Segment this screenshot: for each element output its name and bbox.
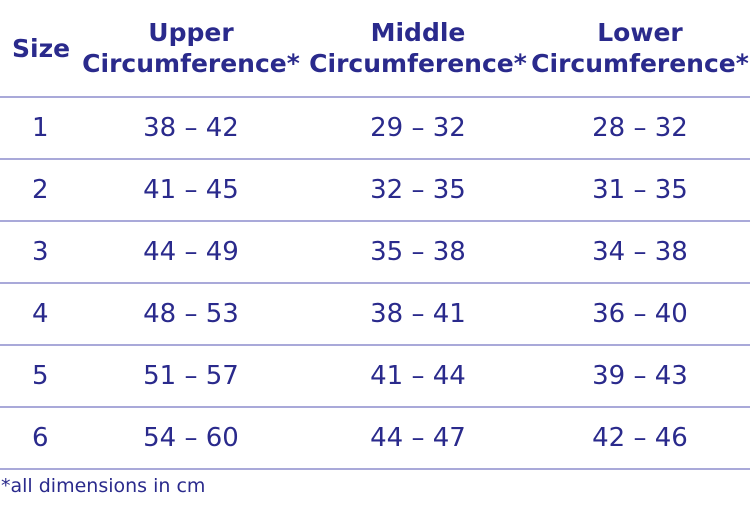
size-cell: 1: [0, 97, 76, 160]
header-lower-circumference: Lower Circumference*: [530, 0, 750, 98]
header-upper-line2: Circumference*: [82, 49, 300, 78]
middle-cell: 38 – 41: [306, 283, 530, 346]
header-size: Size: [0, 0, 76, 98]
size-cell: 4: [0, 283, 76, 346]
table-row: 6 54 – 60 44 – 47 42 – 46: [0, 407, 750, 470]
upper-cell: 51 – 57: [76, 345, 306, 408]
table-row: 5 51 – 57 41 – 44 39 – 43: [0, 345, 750, 408]
size-cell: 6: [0, 407, 76, 470]
header-lower-line1: Lower: [597, 18, 683, 47]
lower-cell: 36 – 40: [530, 283, 750, 346]
lower-cell: 31 – 35: [530, 159, 750, 222]
upper-cell: 48 – 53: [76, 283, 306, 346]
header-upper-line1: Upper: [148, 18, 234, 47]
upper-cell: 54 – 60: [76, 407, 306, 470]
size-chart-table: Size Upper Circumference* Middle Circumf…: [0, 0, 750, 470]
size-cell: 3: [0, 221, 76, 284]
size-cell: 2: [0, 159, 76, 222]
header-middle-line2: Circumference*: [309, 49, 527, 78]
footnote: *all dimensions in cm: [1, 475, 206, 497]
upper-cell: 44 – 49: [76, 221, 306, 284]
header-upper-circumference: Upper Circumference*: [76, 0, 306, 98]
table-row: 4 48 – 53 38 – 41 36 – 40: [0, 283, 750, 346]
lower-cell: 28 – 32: [530, 97, 750, 160]
header-lower-line2: Circumference*: [531, 49, 749, 78]
table-row: 3 44 – 49 35 – 38 34 – 38: [0, 221, 750, 284]
lower-cell: 34 – 38: [530, 221, 750, 284]
lower-cell: 42 – 46: [530, 407, 750, 470]
middle-cell: 29 – 32: [306, 97, 530, 160]
header-row: Size Upper Circumference* Middle Circumf…: [0, 0, 750, 98]
upper-cell: 41 – 45: [76, 159, 306, 222]
middle-cell: 32 – 35: [306, 159, 530, 222]
middle-cell: 35 – 38: [306, 221, 530, 284]
header-size-label: Size: [12, 33, 71, 63]
size-cell: 5: [0, 345, 76, 408]
table-header: Size Upper Circumference* Middle Circumf…: [0, 0, 750, 98]
table-row: 2 41 – 45 32 – 35 31 – 35: [0, 159, 750, 222]
table-body: 1 38 – 42 29 – 32 28 – 32 2 41 – 45 32 –…: [0, 97, 750, 470]
middle-cell: 44 – 47: [306, 407, 530, 470]
header-middle-line1: Middle: [370, 18, 466, 47]
table-row: 1 38 – 42 29 – 32 28 – 32: [0, 97, 750, 160]
middle-cell: 41 – 44: [306, 345, 530, 408]
lower-cell: 39 – 43: [530, 345, 750, 408]
header-middle-circumference: Middle Circumference*: [306, 0, 530, 98]
upper-cell: 38 – 42: [76, 97, 306, 160]
